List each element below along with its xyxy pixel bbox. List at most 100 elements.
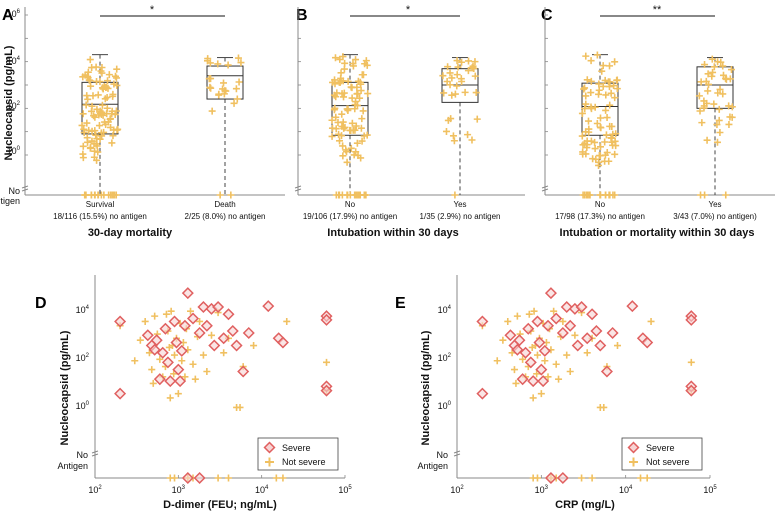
b-group1-name: No <box>345 200 356 209</box>
d-severe-point <box>156 346 169 359</box>
b-group2-point <box>442 127 450 135</box>
b-group1-point <box>338 110 346 118</box>
a-group2-point <box>203 57 211 65</box>
d-severe-point <box>181 287 194 300</box>
b-group1-point <box>339 142 347 150</box>
b-group1-point <box>363 61 371 69</box>
a-group1-point <box>94 148 102 156</box>
c-group1-point <box>583 144 591 152</box>
b-group1-note: 19/106 (17.9%) no antigen <box>303 212 397 221</box>
d-not-severe-point <box>203 368 211 376</box>
e-severe-point <box>524 356 537 369</box>
a-group2-point <box>234 54 242 62</box>
a-group1-point <box>92 131 100 139</box>
a-group1-point <box>81 71 89 79</box>
c-group1-no-antigen-point <box>602 191 610 199</box>
c-group1-point <box>601 138 609 146</box>
e-not-severe-no-antigen-point <box>578 474 586 482</box>
b-group1-point <box>352 148 360 156</box>
d-not-severe-no-antigen-point <box>225 474 233 482</box>
e-not-severe-no-antigen-point <box>533 474 541 482</box>
c-group1-point <box>591 103 599 111</box>
d-ytick-label: 104 <box>76 305 90 315</box>
d-severe-point <box>242 326 255 339</box>
e-not-severe-point <box>555 375 563 383</box>
a-ytick-1e6: 106 <box>7 9 21 19</box>
b-group2-point <box>465 57 473 65</box>
a-group1-no-antigen-point <box>107 191 115 199</box>
c-group1-point <box>602 106 610 114</box>
d-not-severe-point <box>166 394 174 402</box>
d-not-severe-point <box>199 351 207 359</box>
a-group1-point <box>79 110 87 118</box>
b-group1-no-antigen-point <box>352 191 360 199</box>
b-group2-point <box>464 131 472 139</box>
a-group1-point <box>110 80 118 88</box>
a-group1-point <box>104 77 112 85</box>
b-group2-point <box>444 116 452 124</box>
d-not-severe-point <box>131 357 139 365</box>
b-group2-point <box>450 137 458 145</box>
c-group1-point <box>595 151 603 159</box>
e-not-severe-point <box>550 307 558 315</box>
e-severe-point <box>537 375 550 388</box>
c-group1-point <box>598 67 606 75</box>
c-group1-point <box>597 124 605 132</box>
a-group1-point <box>91 147 99 155</box>
a-group1-point <box>105 71 113 79</box>
panel-label-a: A <box>2 7 14 24</box>
b-group1-point <box>343 158 351 166</box>
c-group1-point <box>605 83 613 91</box>
d-severe-point <box>200 319 213 332</box>
d-severe-point <box>141 329 154 342</box>
d-not-severe-point <box>171 351 179 359</box>
c-group1-point <box>608 122 616 130</box>
b-group2-point <box>458 78 466 86</box>
a-group1-point <box>91 113 99 121</box>
d-not-severe-point <box>162 310 170 318</box>
d-severe-point <box>217 332 230 345</box>
d-not-severe-point <box>170 370 178 378</box>
b-group1-point <box>330 106 338 114</box>
b-group1-point <box>339 152 347 160</box>
d-severe-point <box>174 375 187 388</box>
c-group2-point <box>696 107 704 115</box>
b-group1-point <box>353 139 361 147</box>
e-severe-point <box>626 300 639 313</box>
d-severe-no-antigen-point <box>181 471 194 485</box>
a-group1-point <box>96 109 104 117</box>
c-group1-point <box>602 91 610 99</box>
e-not-severe-point <box>493 357 501 365</box>
e-not-severe-point <box>519 355 527 363</box>
a-group1-name: Survival <box>86 200 115 209</box>
a-group2-point <box>208 107 216 115</box>
a-group1-point <box>100 128 108 136</box>
d-legend-severe-label: Severe <box>282 443 311 453</box>
b-group1-point <box>360 132 368 140</box>
e-not-severe-point <box>583 349 591 357</box>
c-group2-point <box>703 136 711 144</box>
d-severe-point <box>320 384 333 397</box>
b-group1-point <box>352 56 360 64</box>
b-xlabel: Intubation within 30 days <box>327 227 458 239</box>
c-group1-point <box>595 86 603 94</box>
e-not-severe-point <box>559 317 567 325</box>
d-ylabel: Nucleocapsid (pg/mL) <box>59 330 71 445</box>
d-legend-notsevere-label: Not severe <box>282 457 326 467</box>
e-severe-point <box>513 334 526 347</box>
a-group1-point <box>84 95 92 103</box>
e-ytick-label: 100 <box>438 401 452 411</box>
e-ytick-label: 104 <box>438 305 452 315</box>
c-group2-point <box>725 120 733 128</box>
a-ytick-1e4: 104 <box>7 56 21 66</box>
e-not-severe-point <box>563 351 571 359</box>
b-group1-point <box>336 78 344 86</box>
e-not-severe-point <box>687 358 695 366</box>
c-group1-no-antigen-point <box>585 191 593 199</box>
a-group1-no-antigen-point <box>97 191 105 199</box>
e-not-severe-point <box>512 379 520 387</box>
c-group1-point <box>596 114 604 122</box>
e-not-severe-point <box>571 331 579 339</box>
d-not-severe-point <box>220 349 228 357</box>
d-severe-point <box>168 315 181 328</box>
